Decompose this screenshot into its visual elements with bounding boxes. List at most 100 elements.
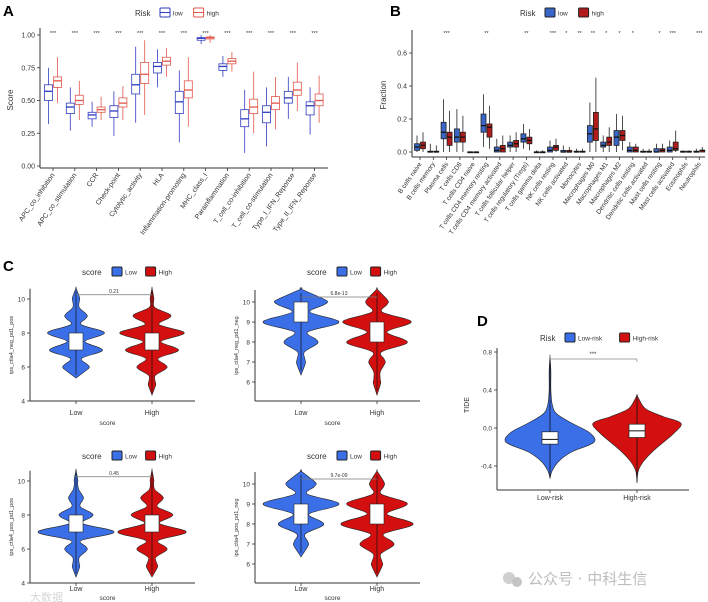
- box-high: [486, 123, 493, 138]
- x-tick-label: CCR: [86, 172, 100, 188]
- pvalue-label: 0.45: [109, 471, 119, 477]
- y-tick-label: 0.6: [397, 51, 407, 58]
- watermark: 公众号 · 中科生信 大数据: [30, 570, 647, 602]
- box-low: [666, 146, 673, 153]
- wechat-icon-bubble: [512, 577, 522, 587]
- significance-label: ***: [268, 31, 275, 37]
- significance-label: *: [605, 31, 608, 37]
- y-tick-label: 10: [243, 482, 251, 489]
- panel-c-4-legend-swatch-low: [336, 450, 348, 461]
- box-low: [507, 141, 514, 148]
- panel-label-a: A: [3, 3, 14, 20]
- significance-label: **: [591, 31, 596, 37]
- panel-c-2-legend-label-low: Low: [350, 270, 362, 277]
- y-tick-label: 8: [246, 522, 250, 529]
- box-low: [87, 111, 97, 120]
- box-low: [600, 141, 607, 148]
- box-low: [293, 503, 309, 525]
- panel-d-legend-title: Risk: [540, 334, 557, 343]
- box-low: [131, 73, 141, 95]
- box-high: [183, 80, 193, 99]
- panel-c-2-legend-swatch-low: [336, 266, 348, 277]
- box-high: [606, 136, 613, 146]
- box-low: [68, 514, 84, 533]
- box-low-risk: [541, 431, 559, 445]
- panel-label-c: C: [3, 258, 14, 275]
- y-tick-label: 0.0: [483, 426, 492, 433]
- box-low: [174, 90, 184, 115]
- box-high: [314, 93, 324, 107]
- x-tick-label: High: [370, 586, 385, 593]
- y-tick-label: 0.2: [397, 117, 407, 124]
- panel-a-legend-label-high: high: [207, 11, 220, 18]
- significance-label: ***: [224, 31, 231, 37]
- box-low: [480, 113, 487, 133]
- box-low: [240, 109, 250, 128]
- box-low: [153, 62, 162, 74]
- panel-a-legend-title: Risk: [135, 9, 152, 18]
- panel-c-1-legend-swatch-high: [145, 266, 157, 277]
- panel-c-4-legend-label-high: High: [384, 454, 398, 461]
- box-low: [547, 146, 553, 153]
- panel-c-3-legend-swatch-low: [111, 450, 123, 461]
- box-high: [140, 62, 150, 84]
- panel-b-legend-swatch-low: [544, 7, 556, 18]
- box-low: [262, 105, 271, 124]
- y-tick-label: 0.00: [21, 164, 35, 171]
- box-high: [446, 131, 453, 146]
- panel-b-legend-title: Risk: [520, 9, 537, 18]
- y-tick-label: 10: [18, 297, 26, 304]
- pvalue-label: 0.21: [109, 289, 119, 295]
- significance-label: *: [618, 31, 621, 37]
- y-axis-label: ips_ctla4_pos_pd1_pos: [9, 498, 15, 556]
- panel-c-3-legend-label-low: Low: [125, 454, 137, 461]
- significance-label: ***: [202, 31, 209, 37]
- panel-c-1-legend-label-low: Low: [125, 270, 137, 277]
- box-low: [293, 301, 309, 323]
- box-high: [249, 98, 259, 115]
- y-tick-label: 1.00: [21, 33, 35, 40]
- panel-c-1-legend-swatch-low: [111, 266, 123, 277]
- significance-label: ***: [181, 31, 188, 37]
- x-axis-label: score: [100, 420, 116, 427]
- significance-label: ***: [137, 31, 144, 37]
- significance-label: ***: [159, 31, 166, 37]
- box-high: [672, 141, 679, 151]
- significance-label: *: [658, 31, 661, 37]
- box-high: [593, 112, 599, 141]
- significance-label: ***: [72, 31, 79, 37]
- panel-b-legend-swatch-high: [578, 7, 590, 18]
- y-tick-label: 10: [18, 479, 26, 486]
- panel-c-2-legend-label-high: High: [384, 270, 398, 277]
- y-tick-label: 8: [21, 331, 25, 338]
- x-tick-label: High-risk: [623, 495, 651, 502]
- panel-label-d: D: [477, 313, 488, 330]
- box-high: [553, 144, 559, 151]
- significance-label: ***: [669, 31, 676, 37]
- panel-c-4-legend-title: score: [307, 452, 327, 461]
- box-high: [53, 76, 62, 88]
- panel-b-ylabel: Fraction: [379, 81, 388, 110]
- x-tick-label: High: [370, 410, 385, 417]
- panel-c-1-legend-title: score: [82, 268, 102, 277]
- y-tick-label: 0.4: [397, 84, 407, 91]
- panel-c-3-legend-label-high: High: [159, 454, 173, 461]
- significance-label: **: [484, 31, 489, 37]
- box-high: [74, 94, 84, 105]
- wechat-icon: [503, 572, 515, 584]
- box-high: [144, 332, 160, 351]
- x-tick-label: High: [145, 586, 160, 593]
- box-low: [109, 105, 119, 118]
- x-tick-label: Type_I_IFN_Reponse: [252, 172, 297, 232]
- panel-d-ylabel: TIDE: [464, 397, 471, 413]
- x-tick-label: Type_II_IFN_Reponse: [272, 172, 318, 233]
- y-tick-label: 4: [21, 581, 25, 588]
- box-low: [520, 133, 527, 143]
- y-tick-label: 10: [243, 300, 251, 307]
- watermark-left-text: 大数据: [30, 590, 63, 602]
- panel-a-legend-label-low: low: [173, 11, 183, 18]
- x-tick-label: Low: [295, 410, 309, 417]
- panel-c-3-legend-swatch-high: [145, 450, 157, 461]
- box-high: [292, 81, 302, 96]
